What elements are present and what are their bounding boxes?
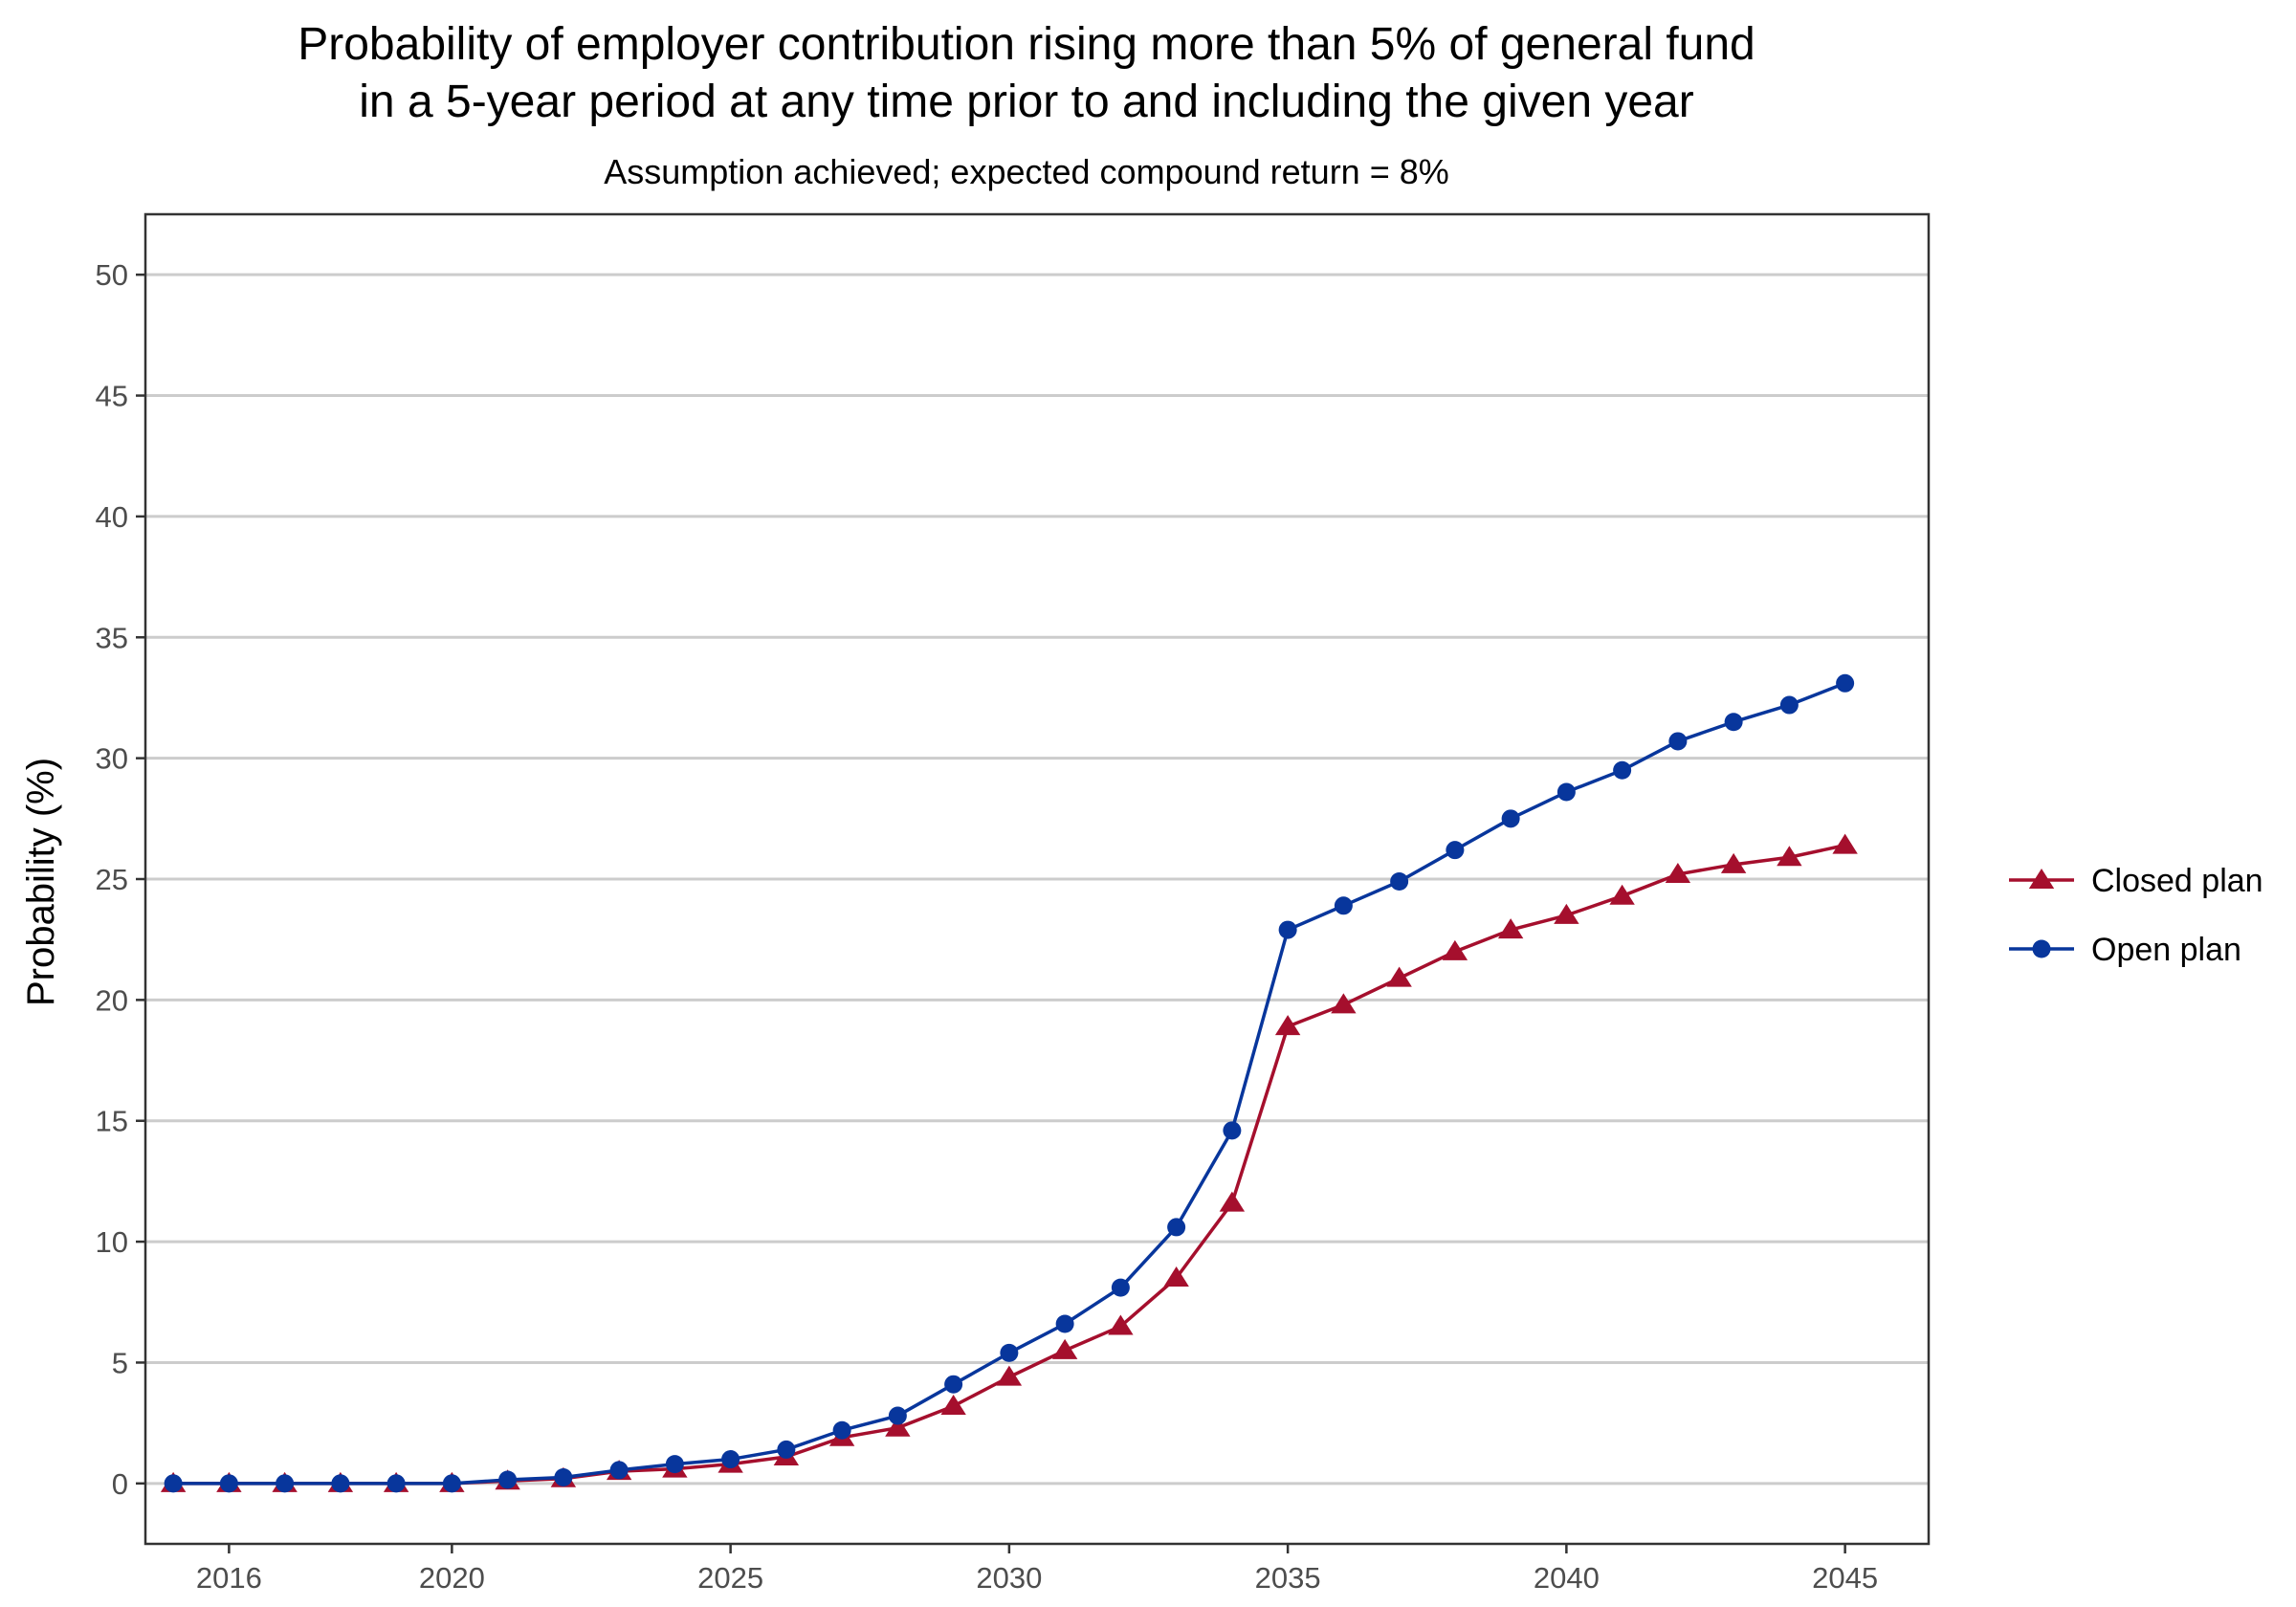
y-tick-label: 5 — [112, 1346, 128, 1379]
x-tick-label: 2016 — [196, 1561, 262, 1595]
y-tick-label: 0 — [112, 1467, 128, 1501]
x-tick-label: 2040 — [1534, 1561, 1600, 1595]
closed-plan-point — [1219, 1191, 1246, 1212]
closed-plan-point — [1554, 903, 1579, 924]
y-tick-label: 15 — [96, 1105, 128, 1138]
x-tick-label: 2045 — [1812, 1561, 1878, 1595]
open-plan-point — [777, 1440, 796, 1459]
closed-plan-point — [996, 1365, 1023, 1386]
open-plan-point — [1836, 673, 1855, 693]
open-plan-point — [276, 1474, 295, 1493]
closed-plan-point — [885, 1416, 911, 1437]
closed-plan-point — [1442, 939, 1468, 960]
open-plan-point — [1613, 760, 1632, 780]
closed-plan-point — [1497, 918, 1524, 939]
y-tick-label: 25 — [96, 863, 128, 896]
open-plan-point — [1779, 695, 1799, 715]
open-plan-point — [1390, 872, 1409, 892]
open-plan-point — [219, 1474, 238, 1493]
y-tick-label: 45 — [96, 380, 128, 413]
open-plan-point — [1446, 841, 1465, 860]
closed-plan-point — [1274, 1015, 1301, 1036]
open-plan-point — [1724, 713, 1743, 732]
closed-plan-point — [940, 1394, 966, 1415]
legend-key-marker — [2028, 869, 2055, 889]
open-plan-point — [331, 1474, 350, 1493]
y-axis-label: Probability (%) — [20, 758, 62, 1006]
open-plan-point — [1223, 1121, 1242, 1140]
open-plan-point — [1000, 1343, 1019, 1362]
y-tick-label: 40 — [96, 500, 128, 534]
closed-plan-point — [1720, 852, 1747, 873]
open-plan-point — [554, 1468, 573, 1486]
y-tick-label: 50 — [96, 258, 128, 292]
open-plan-point — [1556, 782, 1576, 802]
closed-plan-line — [173, 843, 1845, 1486]
open-plan-point — [1278, 920, 1297, 939]
open-plan-point — [164, 1474, 183, 1493]
open-plan-point — [1334, 896, 1353, 915]
open-plan-point — [1668, 732, 1688, 751]
chart-subtitle: Assumption achieved; expected compound r… — [604, 152, 1449, 191]
plot-panel-border — [144, 212, 1931, 1546]
closed-plan-point — [1163, 1266, 1189, 1287]
legend-label-closed-plan: Closed plan — [2091, 863, 2263, 899]
x-tick-label: 2035 — [1255, 1561, 1321, 1595]
y-tick-label: 35 — [96, 621, 128, 654]
open-plan-point — [386, 1474, 406, 1493]
closed-plan-point — [1331, 993, 1357, 1014]
x-tick-label: 2030 — [976, 1561, 1042, 1595]
open-plan-point — [609, 1461, 629, 1480]
y-tick-label: 10 — [96, 1225, 128, 1259]
closed-plan-point — [1108, 1314, 1134, 1335]
closed-plan-point — [1609, 884, 1635, 905]
open-plan-point — [498, 1470, 518, 1489]
closed-plan-point — [1777, 846, 1802, 867]
open-plan-point — [1055, 1314, 1074, 1333]
y-tick-label: 20 — [96, 983, 128, 1017]
y-tick-label: 30 — [96, 742, 128, 776]
closed-plan-point — [1832, 833, 1858, 854]
open-plan-point — [888, 1406, 907, 1425]
chart-title-line-2: in a 5-year period at any time prior to … — [359, 77, 1693, 127]
closed-plan-point — [1386, 966, 1412, 987]
chart-title-line-1: Probability of employer contribution ris… — [298, 19, 1755, 70]
closed-plan-point — [1051, 1338, 1078, 1359]
open-plan-point — [944, 1375, 963, 1394]
open-plan-point — [1111, 1278, 1130, 1297]
open-plan-point — [1167, 1218, 1186, 1237]
open-plan-point — [442, 1474, 461, 1493]
closed-plan-point — [1665, 862, 1691, 883]
open-plan-point — [832, 1420, 851, 1440]
x-tick-label: 2025 — [697, 1561, 763, 1595]
legend-key-marker — [2032, 939, 2051, 958]
x-tick-label: 2020 — [419, 1561, 485, 1595]
open-plan-point — [665, 1455, 684, 1474]
open-plan-point — [721, 1450, 740, 1469]
open-plan-point — [1501, 809, 1520, 828]
legend-label-open-plan: Open plan — [2091, 932, 2241, 968]
